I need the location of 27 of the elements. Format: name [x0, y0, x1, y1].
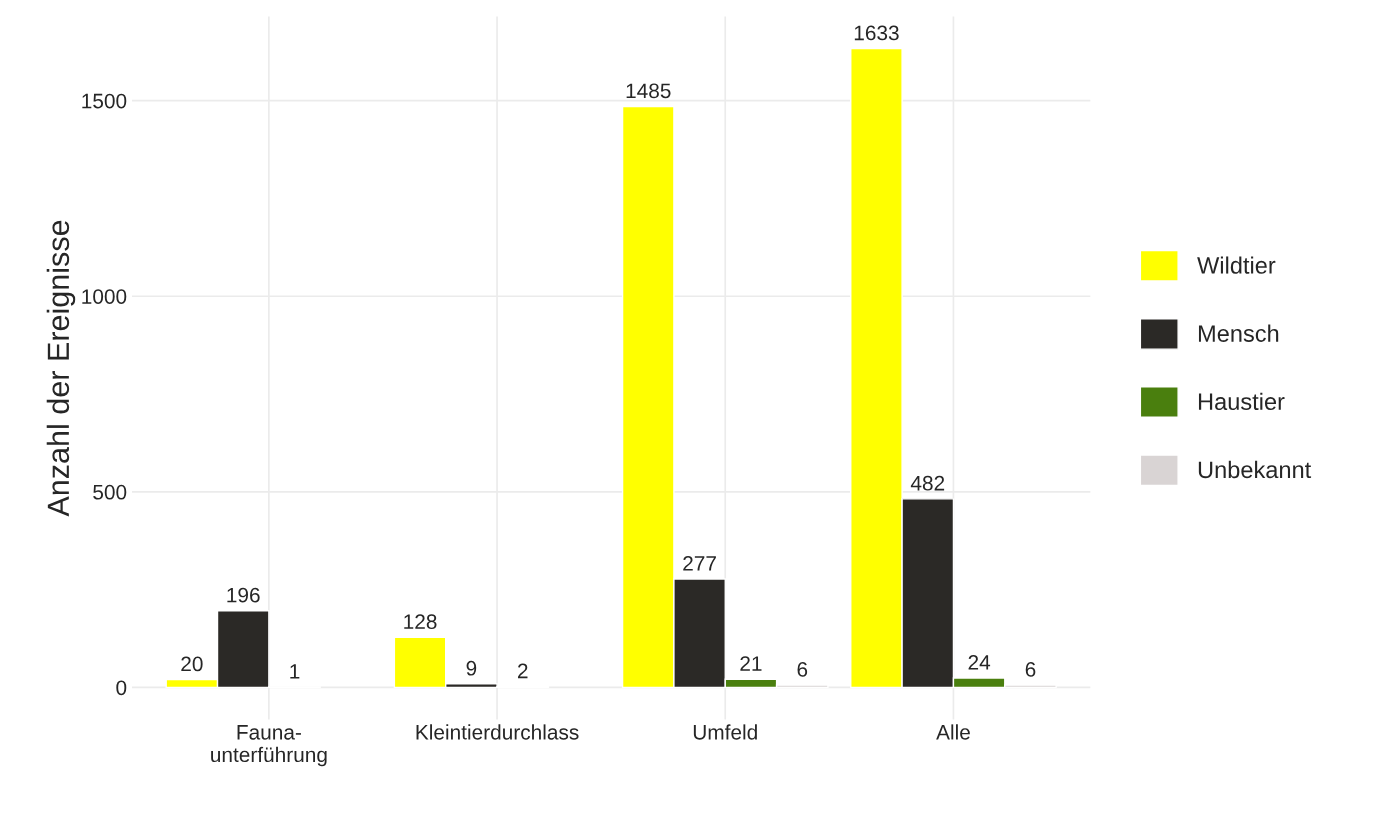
x-tick-label: Alle — [936, 724, 970, 740]
y-tick-label: 500 — [93, 484, 127, 500]
y-tick-label: 0 — [116, 680, 127, 696]
data-label: 20 — [181, 656, 203, 672]
data-label: 277 — [683, 556, 716, 571]
x-tick-label: Fauna- unterführung — [211, 725, 327, 767]
data-label: 24 — [968, 654, 991, 670]
y-tick-label: 1000 — [82, 289, 127, 304]
data-label: 6 — [797, 662, 808, 677]
data-label: 1633 — [854, 25, 899, 41]
y-tick-label: 1500 — [82, 93, 127, 109]
data-label: 21 — [740, 656, 762, 671]
data-label: 2 — [517, 663, 528, 679]
legend-label: Haustier — [1198, 392, 1285, 411]
data-label: 1485 — [626, 83, 671, 99]
x-tick-label: Umfeld — [693, 724, 757, 740]
data-label: 9 — [466, 660, 477, 676]
legend-label: Wildtier — [1197, 256, 1276, 274]
data-label: 482 — [910, 475, 945, 491]
data-label: 196 — [227, 587, 260, 603]
x-tick-label: Kleintierdurchlass — [416, 724, 579, 740]
data-label: 6 — [1025, 662, 1036, 677]
data-label: 128 — [404, 614, 437, 630]
legend-label: Mensch — [1198, 324, 1279, 342]
y-axis-title: Anzahl der Ereignisse — [46, 220, 76, 517]
data-label: 1 — [290, 664, 300, 679]
legend-label: Unbekannt — [1198, 460, 1312, 479]
